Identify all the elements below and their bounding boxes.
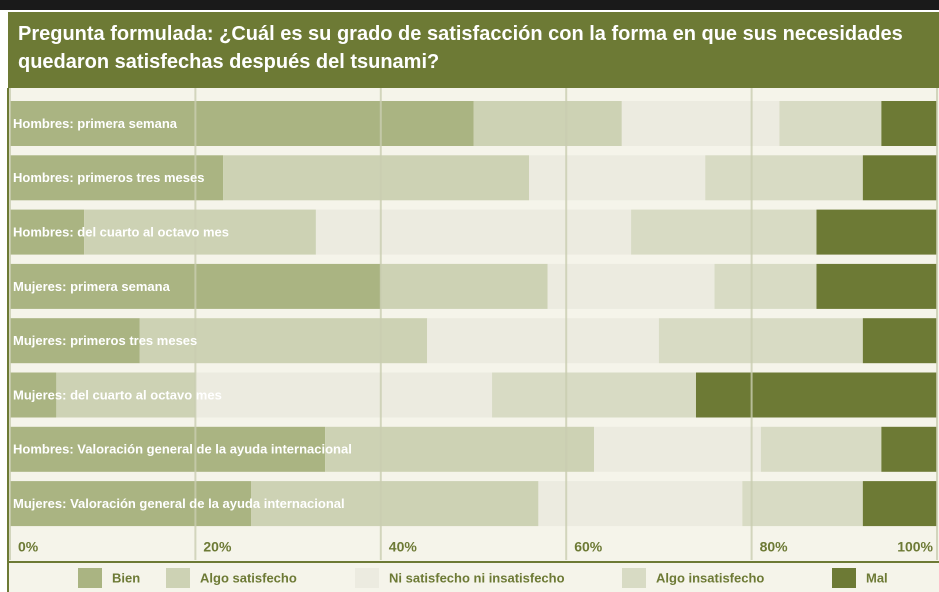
legend-swatch: [355, 568, 379, 588]
x-tick-label: 60%: [574, 539, 603, 555]
bar-segment: [492, 372, 696, 418]
chart-title: Pregunta formulada: ¿Cuál es su grado de…: [8, 12, 939, 88]
bar-segment: [695, 372, 937, 418]
bar-segment: [621, 101, 780, 146]
x-tick-label: 20%: [203, 539, 232, 555]
legend-label: Algo satisfecho: [200, 570, 297, 585]
bar-segment: [779, 101, 882, 146]
bar-segment: [862, 155, 937, 201]
category-label: Hombres: Valoración general de la ayuda …: [13, 442, 352, 457]
bar-segment: [529, 155, 706, 201]
bar-segment: [862, 481, 937, 527]
bar-segment: [631, 209, 817, 255]
legend-label: Ni satisfecho ni insatisfecho: [389, 570, 565, 585]
category-label: Hombres: primera semana: [13, 116, 178, 131]
bar-segment: [862, 318, 937, 364]
bar-segment: [714, 263, 817, 309]
bar-segment: [325, 426, 595, 472]
legend-swatch: [832, 568, 856, 588]
bar-segment: [84, 209, 316, 255]
legend-label: Mal: [866, 570, 888, 585]
category-label: Hombres: del cuarto al octavo mes: [13, 225, 229, 240]
bar-segment: [473, 101, 622, 146]
x-tick-label: 0%: [18, 539, 39, 555]
bar-segment: [427, 318, 659, 364]
bar-segment: [223, 155, 530, 201]
legend-swatch: [622, 568, 646, 588]
x-tick-label: 100%: [897, 539, 933, 555]
bar-segment: [760, 426, 882, 472]
bar-segment: [10, 101, 474, 146]
bar-segment: [10, 481, 252, 527]
bar-segment: [10, 426, 326, 472]
category-label: Mujeres: primeros tres meses: [13, 333, 197, 348]
bar-segment: [816, 209, 937, 255]
bar-segment: [816, 263, 937, 309]
bar-segment: [315, 209, 632, 255]
category-label: Mujeres: primera semana: [13, 279, 171, 294]
top-bar: [0, 0, 939, 10]
legend-swatch: [78, 568, 102, 588]
legend-swatch: [166, 568, 190, 588]
bar-segment: [881, 101, 937, 146]
bar-segment: [658, 318, 863, 364]
bar-segment: [251, 481, 539, 527]
category-label: Mujeres: Valoración general de la ayuda …: [13, 496, 345, 511]
bar-segment: [195, 372, 493, 418]
bar-segment: [705, 155, 863, 201]
bar-segment: [380, 263, 548, 309]
x-tick-label: 80%: [760, 539, 789, 555]
bar-segment: [742, 481, 863, 527]
bar-segment: [56, 372, 196, 418]
bar-segment: [538, 481, 743, 527]
legend-label: Algo insatisfecho: [656, 570, 764, 585]
bar-segment: [10, 372, 57, 418]
bar-segment: [10, 209, 85, 255]
bar-segment: [547, 263, 715, 309]
legend-label: Bien: [112, 570, 140, 585]
x-tick-label: 40%: [389, 539, 418, 555]
category-label: Hombres: primeros tres meses: [13, 170, 204, 185]
bar-segment: [139, 318, 428, 364]
bar-segment: [10, 318, 140, 364]
category-label: Mujeres: del cuarto al octavo mes: [13, 387, 222, 402]
bar-segment: [881, 426, 937, 472]
bar-segment: [10, 155, 224, 201]
bar-segment: [594, 426, 761, 472]
